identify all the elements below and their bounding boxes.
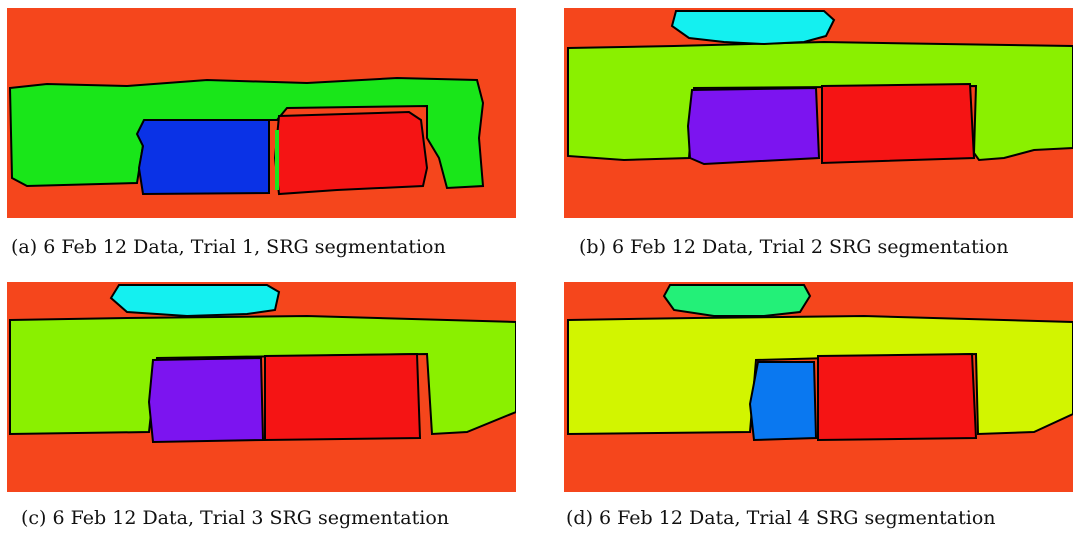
lime-region [9, 314, 516, 436]
purple-region [147, 356, 265, 444]
caption-c: (c) 6 Feb 12 Data, Trial 3 SRG segmentat… [21, 507, 449, 529]
segmentation-map-c [7, 282, 516, 492]
segmentation-map-a [7, 8, 516, 218]
segmentation-map-b [564, 8, 1073, 218]
caption-a: (a) 6 Feb 12 Data, Trial 1, SRG segmenta… [11, 236, 446, 258]
gap-strip [275, 130, 279, 190]
panel-b-image [564, 8, 1073, 218]
cyan-region [109, 284, 281, 318]
red-region [817, 352, 978, 442]
caption-d: (d) 6 Feb 12 Data, Trial 4 SRG segmentat… [566, 507, 996, 529]
caption-b: (b) 6 Feb 12 Data, Trial 2 SRG segmentat… [579, 236, 1009, 258]
yellow-green-region [567, 314, 1073, 436]
lime-region [567, 40, 1073, 162]
panel-c-image [7, 282, 516, 492]
red-region [264, 352, 422, 442]
sky-blue-region [748, 361, 818, 442]
purple-region [686, 86, 821, 166]
panel-d-image [564, 282, 1073, 492]
blue-region [135, 119, 270, 196]
red-region [273, 110, 429, 196]
panel-a-image [7, 8, 516, 218]
cyan-region [670, 10, 836, 46]
spring-green-region [662, 284, 812, 317]
red-region [821, 82, 976, 165]
segmentation-map-d [564, 282, 1073, 492]
